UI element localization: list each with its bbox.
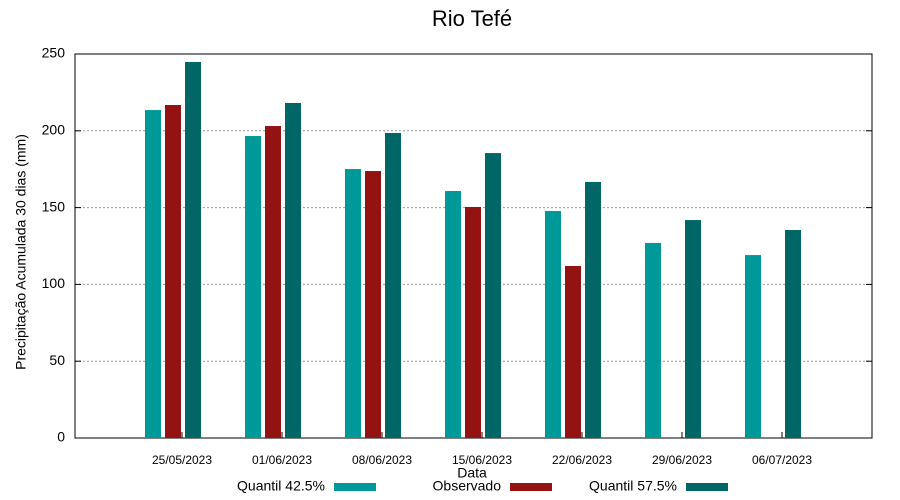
bar bbox=[345, 169, 361, 439]
x-tick-label: 08/06/2023 bbox=[352, 453, 412, 467]
bar bbox=[585, 181, 601, 439]
bar bbox=[545, 210, 561, 438]
bar bbox=[465, 206, 481, 438]
bar bbox=[185, 61, 201, 438]
legend-label: Quantil 57.5% bbox=[589, 478, 677, 494]
bar bbox=[645, 242, 661, 438]
x-tick-label: 15/06/2023 bbox=[452, 453, 512, 467]
legend-swatch bbox=[510, 483, 552, 491]
x-tick-label: 06/07/2023 bbox=[752, 453, 812, 467]
y-axis-label: Precipitação Acumulada 30 dias (mm) bbox=[13, 134, 29, 370]
y-tick-label: 200 bbox=[42, 122, 66, 138]
y-tick-label: 150 bbox=[42, 198, 66, 214]
y-tick-label: 50 bbox=[49, 352, 65, 368]
bar bbox=[745, 255, 761, 438]
legend-swatch bbox=[334, 483, 376, 491]
bar bbox=[385, 132, 401, 439]
legend-swatch bbox=[686, 483, 728, 491]
x-tick-label: 01/06/2023 bbox=[252, 453, 312, 467]
bar bbox=[565, 265, 581, 438]
legend-label: Quantil 42.5% bbox=[237, 478, 325, 494]
bar bbox=[445, 191, 461, 438]
x-tick-label: 22/06/2023 bbox=[552, 453, 612, 467]
y-tick-label: 100 bbox=[42, 275, 66, 291]
bar bbox=[165, 104, 181, 438]
x-tick-label: 25/05/2023 bbox=[152, 453, 212, 467]
y-tick-label: 0 bbox=[57, 429, 65, 445]
bar bbox=[785, 230, 801, 438]
bar bbox=[365, 171, 381, 438]
bar bbox=[265, 126, 281, 439]
x-tick-label: 29/06/2023 bbox=[652, 453, 712, 467]
x-axis-label: Data bbox=[457, 465, 487, 481]
bar bbox=[485, 153, 501, 438]
chart-title: Rio Tefé bbox=[432, 6, 512, 31]
legend-label: Observado bbox=[433, 478, 502, 494]
bar bbox=[245, 136, 261, 438]
bar bbox=[685, 220, 701, 438]
bar bbox=[285, 102, 301, 438]
y-tick-label: 250 bbox=[42, 45, 66, 61]
bar bbox=[145, 110, 161, 439]
